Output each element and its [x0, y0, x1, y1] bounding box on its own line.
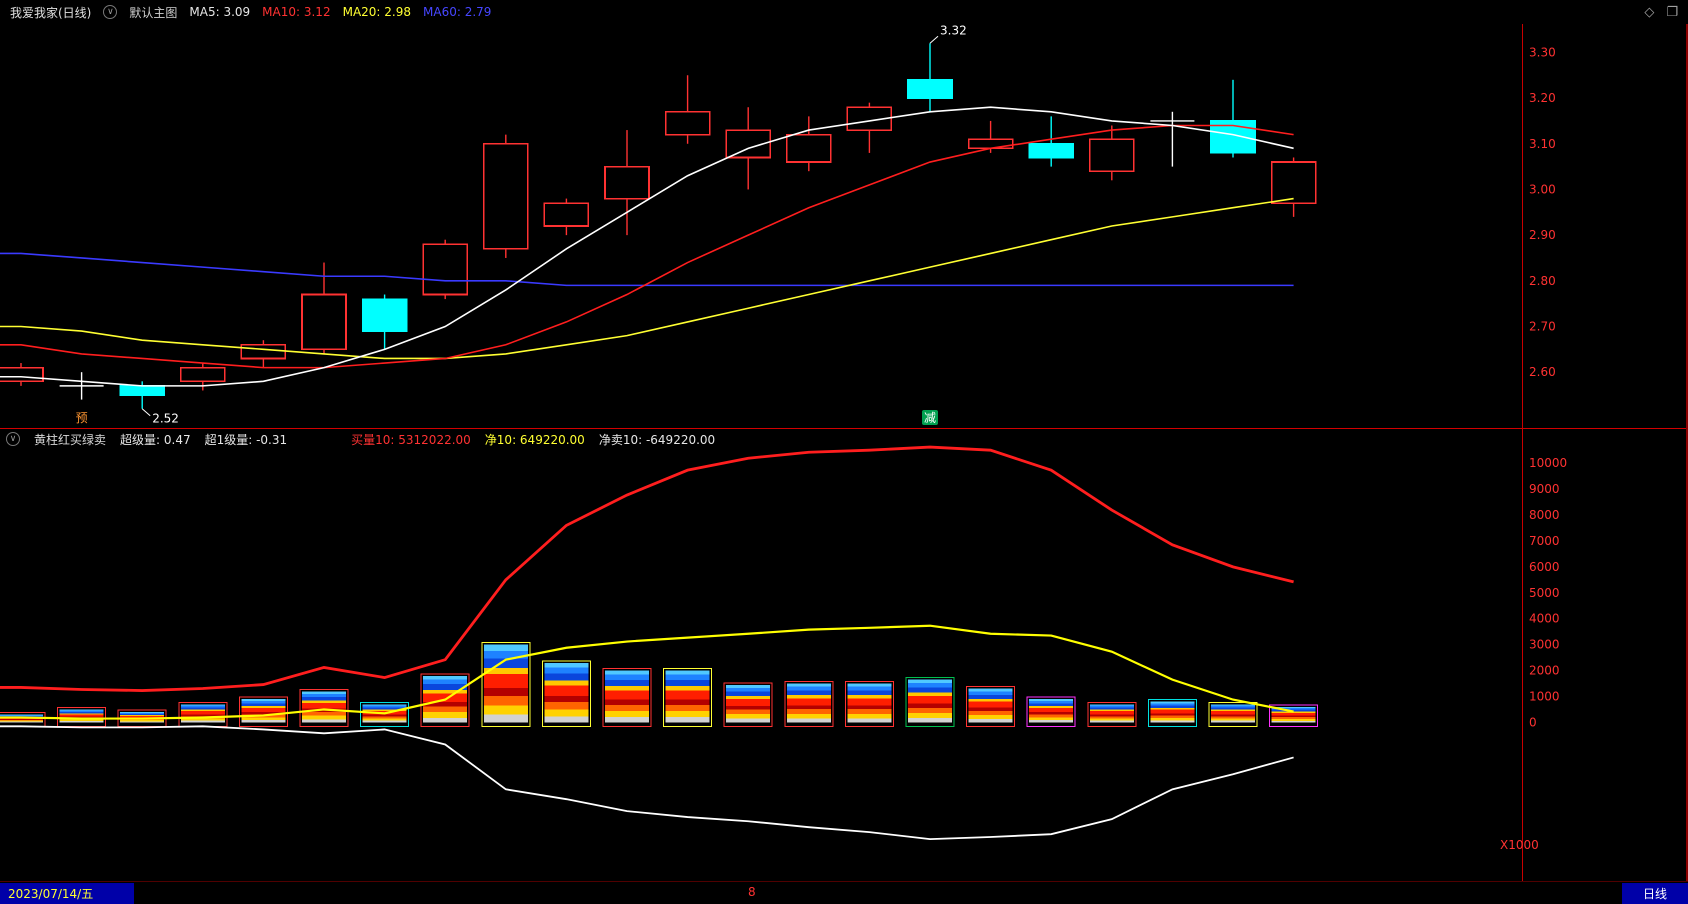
svg-text:2.60: 2.60 — [1529, 365, 1556, 379]
axis-unit-label: X1000 — [1500, 838, 1539, 852]
stock-title: 我爱我家(日线) — [10, 5, 92, 20]
indicator-axis-ticks: 1000090008000700060005000400030002000100… — [1529, 456, 1567, 729]
stat-net-sell-10: 净卖10: -649220.00 — [598, 432, 716, 447]
svg-text:6000: 6000 — [1529, 560, 1560, 574]
event-marker: 8 — [748, 885, 756, 899]
svg-text:9000: 9000 — [1529, 482, 1560, 496]
svg-text:2.90: 2.90 — [1529, 228, 1556, 242]
collapse-indicator-icon[interactable]: ∨ — [6, 432, 20, 446]
stat-super-volume: 超级量: 0.47 — [120, 432, 191, 447]
price-annotations: 3.32 2.52 — [141, 24, 967, 426]
ma5-label: MA5: 3.09 — [189, 5, 251, 19]
right-window-border — [1686, 24, 1688, 881]
svg-text:2.80: 2.80 — [1529, 274, 1556, 288]
stat-super1-volume: 超1级量: -0.31 — [204, 432, 288, 447]
svg-text:0: 0 — [1529, 715, 1537, 729]
ma20-label: MA20: 2.98 — [342, 5, 412, 19]
svg-text:10000: 10000 — [1529, 456, 1567, 470]
svg-text:3.20: 3.20 — [1529, 91, 1556, 105]
svg-text:减: 减 — [924, 411, 936, 425]
svg-text:3000: 3000 — [1529, 638, 1560, 652]
svg-text:3.10: 3.10 — [1529, 137, 1556, 151]
svg-text:3.00: 3.00 — [1529, 182, 1556, 196]
top-toolbar: 我爱我家(日线) ∨ 默认主图 MA5: 3.09 MA10: 3.12 MA2… — [0, 0, 1688, 24]
svg-text:4000: 4000 — [1529, 612, 1560, 626]
period-label[interactable]: 日线 — [1622, 883, 1688, 904]
panel-divider — [0, 428, 1688, 429]
svg-text:1000: 1000 — [1529, 690, 1560, 704]
price-axis-ticks: 3.30 3.20 3.10 3.00 2.90 2.80 2.70 2.60 — [1529, 45, 1556, 379]
collapse-main-chart-icon[interactable]: ∨ — [103, 5, 118, 19]
main-chart-preset-label[interactable]: 默认主图 — [129, 5, 178, 20]
svg-text:2.52: 2.52 — [152, 412, 179, 426]
svg-text:8000: 8000 — [1529, 508, 1560, 522]
svg-text:预: 预 — [76, 411, 88, 425]
svg-text:3.32: 3.32 — [940, 24, 967, 37]
indicator-name[interactable]: 黄柱红买绿卖 — [34, 432, 107, 447]
diamond-icon[interactable]: ◇ — [1644, 4, 1655, 20]
date-label[interactable]: 2023/07/14/五 — [0, 883, 134, 904]
event-markers: 预减 — [76, 410, 938, 425]
price-axis-line — [1522, 24, 1523, 881]
ma60-label: MA60: 2.79 — [423, 5, 492, 19]
svg-text:2.70: 2.70 — [1529, 320, 1556, 334]
indicator-header: ∨ 黄柱红买绿卖 超级量: 0.47 超1级量: -0.31 买量10: 531… — [0, 431, 721, 447]
svg-text:7000: 7000 — [1529, 534, 1560, 548]
svg-text:5000: 5000 — [1529, 586, 1560, 600]
candlestick-canvas: 3.30 3.20 3.10 3.00 2.90 2.80 2.70 2.60 3.32 2.52… — [0, 24, 1556, 426]
status-bar: 2023/07/14/五 8 日线 — [0, 881, 1688, 904]
stat-buy-vol-10: 买量10: 5312022.00 — [351, 432, 471, 447]
ma-lines — [0, 106, 1294, 387]
svg-text:3.30: 3.30 — [1529, 45, 1556, 59]
indicator-chart-panel[interactable]: 10000 9000 8000 7000 6000 5000 4000 3000 2000 100… — [0, 430, 1688, 880]
indicator-lines — [0, 445, 1294, 841]
stat-net-10: 净10: 649220.00 — [484, 432, 585, 447]
svg-text:2000: 2000 — [1529, 664, 1560, 678]
indicator-canvas: 1000090008000700060005000400030002000100… — [0, 445, 1567, 841]
ma10-label: MA10: 3.12 — [262, 5, 331, 19]
candles — [0, 43, 1317, 409]
window-icon[interactable]: ❐ — [1666, 4, 1678, 20]
main-price-chart-panel[interactable]: 3.30 3.20 3.10 3.00 2.90 2.80 2.70 2.60 3.32 2.52… — [0, 24, 1688, 430]
